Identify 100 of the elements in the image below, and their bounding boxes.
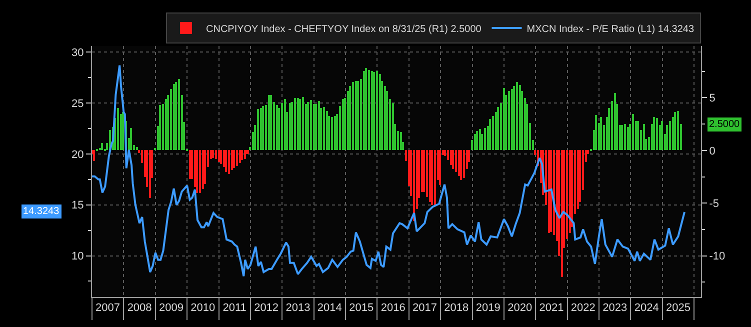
bar	[376, 71, 378, 150]
x-tick-label: 2007	[96, 302, 120, 314]
bar	[434, 150, 436, 206]
bar	[352, 82, 354, 150]
bar	[363, 71, 365, 150]
bar	[239, 150, 241, 163]
bar	[677, 111, 679, 150]
bar	[661, 121, 663, 150]
bar	[476, 131, 478, 150]
bar	[349, 86, 351, 150]
x-tick-label: 2025	[666, 302, 691, 314]
bar	[291, 102, 293, 150]
bar	[326, 111, 328, 150]
bar	[268, 95, 270, 150]
bar	[479, 129, 481, 150]
bar	[199, 150, 201, 193]
text: 2.5000	[709, 119, 740, 130]
bar	[365, 68, 367, 150]
x-tick-label: 2017	[412, 302, 437, 314]
text: 14.3243	[23, 206, 60, 217]
bar	[516, 82, 518, 150]
bar	[228, 150, 230, 174]
bar	[637, 121, 639, 150]
bar	[368, 70, 370, 150]
bar	[455, 150, 457, 172]
bar	[244, 150, 246, 159]
x-tick-label: 2009	[158, 302, 184, 314]
bar	[318, 101, 320, 150]
bar	[225, 150, 227, 172]
y-tick-label: 15	[72, 200, 84, 212]
bar	[484, 128, 486, 150]
bar	[299, 99, 301, 150]
x-tick-label: 2016	[380, 302, 406, 314]
bar	[236, 150, 238, 166]
bar	[595, 115, 597, 150]
bar	[241, 150, 243, 160]
bar	[294, 98, 296, 150]
bar	[621, 125, 623, 150]
y-tick-label: 20	[72, 148, 84, 161]
bar	[117, 108, 119, 150]
y-tick-label: 30	[72, 46, 84, 59]
bar	[392, 103, 394, 150]
legend-label: MXCN Index - P/E Ratio (L1) 14.3243	[526, 24, 694, 35]
bar	[315, 104, 317, 150]
x-tick-label: 2021	[539, 302, 564, 314]
bar	[431, 150, 433, 205]
bar	[196, 150, 198, 193]
bar	[627, 127, 629, 150]
bar	[614, 93, 616, 150]
bar	[474, 134, 476, 150]
bar	[189, 150, 191, 179]
bar	[511, 89, 513, 150]
bar	[373, 72, 375, 150]
bar	[400, 132, 402, 150]
bar	[674, 112, 676, 150]
bar	[178, 79, 180, 150]
bar	[653, 117, 655, 150]
x-tick-label: 2010	[190, 302, 216, 314]
bar	[497, 107, 499, 150]
bar	[357, 81, 359, 150]
bar	[297, 98, 299, 150]
bar	[342, 99, 344, 150]
x-tick-label: 2022	[570, 302, 596, 314]
bar	[130, 128, 132, 150]
bar	[101, 143, 103, 150]
bar	[379, 74, 381, 150]
bar	[149, 150, 151, 198]
bar	[656, 118, 658, 150]
x-tick-label: 2013	[286, 302, 310, 314]
bar	[284, 99, 286, 150]
y2-tick-label: -5	[709, 198, 719, 210]
bar	[489, 119, 491, 150]
bar	[159, 105, 161, 150]
line-series	[92, 64, 686, 278]
bar	[122, 112, 124, 150]
x-tick-label: 2019	[476, 302, 500, 314]
bar	[643, 124, 645, 150]
bar	[313, 104, 315, 150]
bar	[508, 91, 510, 150]
bar	[550, 150, 552, 232]
bar	[463, 150, 465, 178]
bar	[262, 106, 264, 150]
bar	[669, 121, 671, 150]
bar	[561, 150, 563, 277]
bar	[355, 81, 357, 150]
bar	[334, 116, 336, 150]
bar	[666, 125, 668, 150]
bar	[257, 109, 259, 150]
x-tick-label: 2008	[127, 302, 152, 314]
bar	[492, 116, 494, 150]
bar	[503, 88, 505, 150]
bar	[233, 150, 235, 168]
bar	[371, 71, 373, 150]
bar	[218, 150, 220, 162]
y-tick-label: 10	[72, 250, 84, 263]
x-tick-label: 2023	[602, 302, 628, 314]
bar	[450, 150, 452, 165]
bar	[600, 117, 602, 150]
y2-tick-label: 0	[709, 145, 716, 158]
bar	[413, 150, 415, 221]
